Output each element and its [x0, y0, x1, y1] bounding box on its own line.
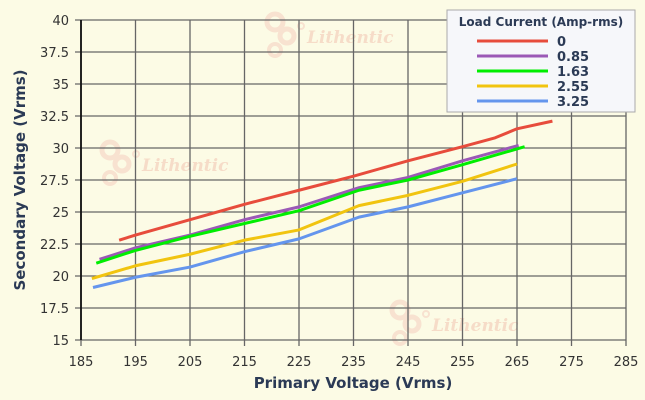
y-tick-label: 17.5 — [40, 302, 69, 317]
series-line-3.25 — [92, 177, 518, 289]
series-line-0 — [118, 119, 553, 242]
y-tick-label: 37.5 — [40, 46, 69, 61]
y-tick-label: 40 — [52, 14, 69, 29]
legend-label: 1.63 — [557, 65, 589, 80]
y-tick-label: 30 — [52, 142, 69, 157]
series-lines — [91, 119, 553, 289]
x-tick-label: 195 — [123, 355, 148, 370]
x-axis-ticks: 185 195 205 215 225 235 245 255 265 275 285 — [69, 355, 639, 370]
y-tick-label: 32.5 — [40, 110, 69, 125]
watermark-logo: Lithentic — [389, 299, 519, 346]
legend-label: 0.85 — [557, 50, 589, 65]
legend-label: 0 — [557, 35, 566, 50]
y-tick-label: 22.5 — [40, 238, 69, 253]
legend: Load Current (Amp-rms) 00.851.632.553.25 — [446, 9, 636, 113]
x-axis-label: Primary Voltage (Vrms) — [254, 374, 453, 392]
x-tick-label: 205 — [178, 355, 203, 370]
series-line-1.63 — [95, 145, 526, 265]
y-tick-label: 25 — [52, 206, 69, 221]
legend-title: Load Current (Amp-rms) — [459, 15, 623, 29]
series-line-2.55 — [91, 162, 518, 280]
y-tick-label: 27.5 — [40, 174, 69, 189]
y-tick-label: 20 — [52, 270, 69, 285]
x-tick-label: 245 — [396, 355, 421, 370]
y-axis-ticks: 15 17.5 20 22.5 25 27.5 30 32.5 35 37.5 40 — [40, 14, 69, 349]
y-axis-label: Secondary Voltage (Vrms) — [11, 69, 29, 290]
x-tick-label: 185 — [69, 355, 94, 370]
watermarks: Lithentic Lithentic Lithentic — [99, 11, 519, 346]
legend-label: 3.25 — [557, 95, 589, 110]
x-tick-label: 235 — [341, 355, 366, 370]
x-tick-label: 265 — [505, 355, 530, 370]
legend-label: 2.55 — [557, 80, 589, 95]
watermark-text: Lithentic — [306, 28, 394, 48]
watermark-text: Lithentic — [431, 316, 519, 336]
watermark-text: Lithentic — [141, 156, 229, 176]
y-tick-label: 35 — [52, 78, 69, 93]
x-tick-label: 225 — [287, 355, 312, 370]
watermark-logo: Lithentic — [264, 11, 394, 58]
legend-box — [446, 9, 636, 113]
x-tick-label: 275 — [559, 355, 584, 370]
series-line-0.85 — [99, 143, 520, 261]
x-tick-label: 255 — [450, 355, 475, 370]
x-tick-label: 285 — [614, 355, 639, 370]
x-tick-label: 215 — [232, 355, 257, 370]
y-tick-label: 15 — [52, 334, 69, 349]
watermark-logo: Lithentic — [99, 139, 229, 186]
